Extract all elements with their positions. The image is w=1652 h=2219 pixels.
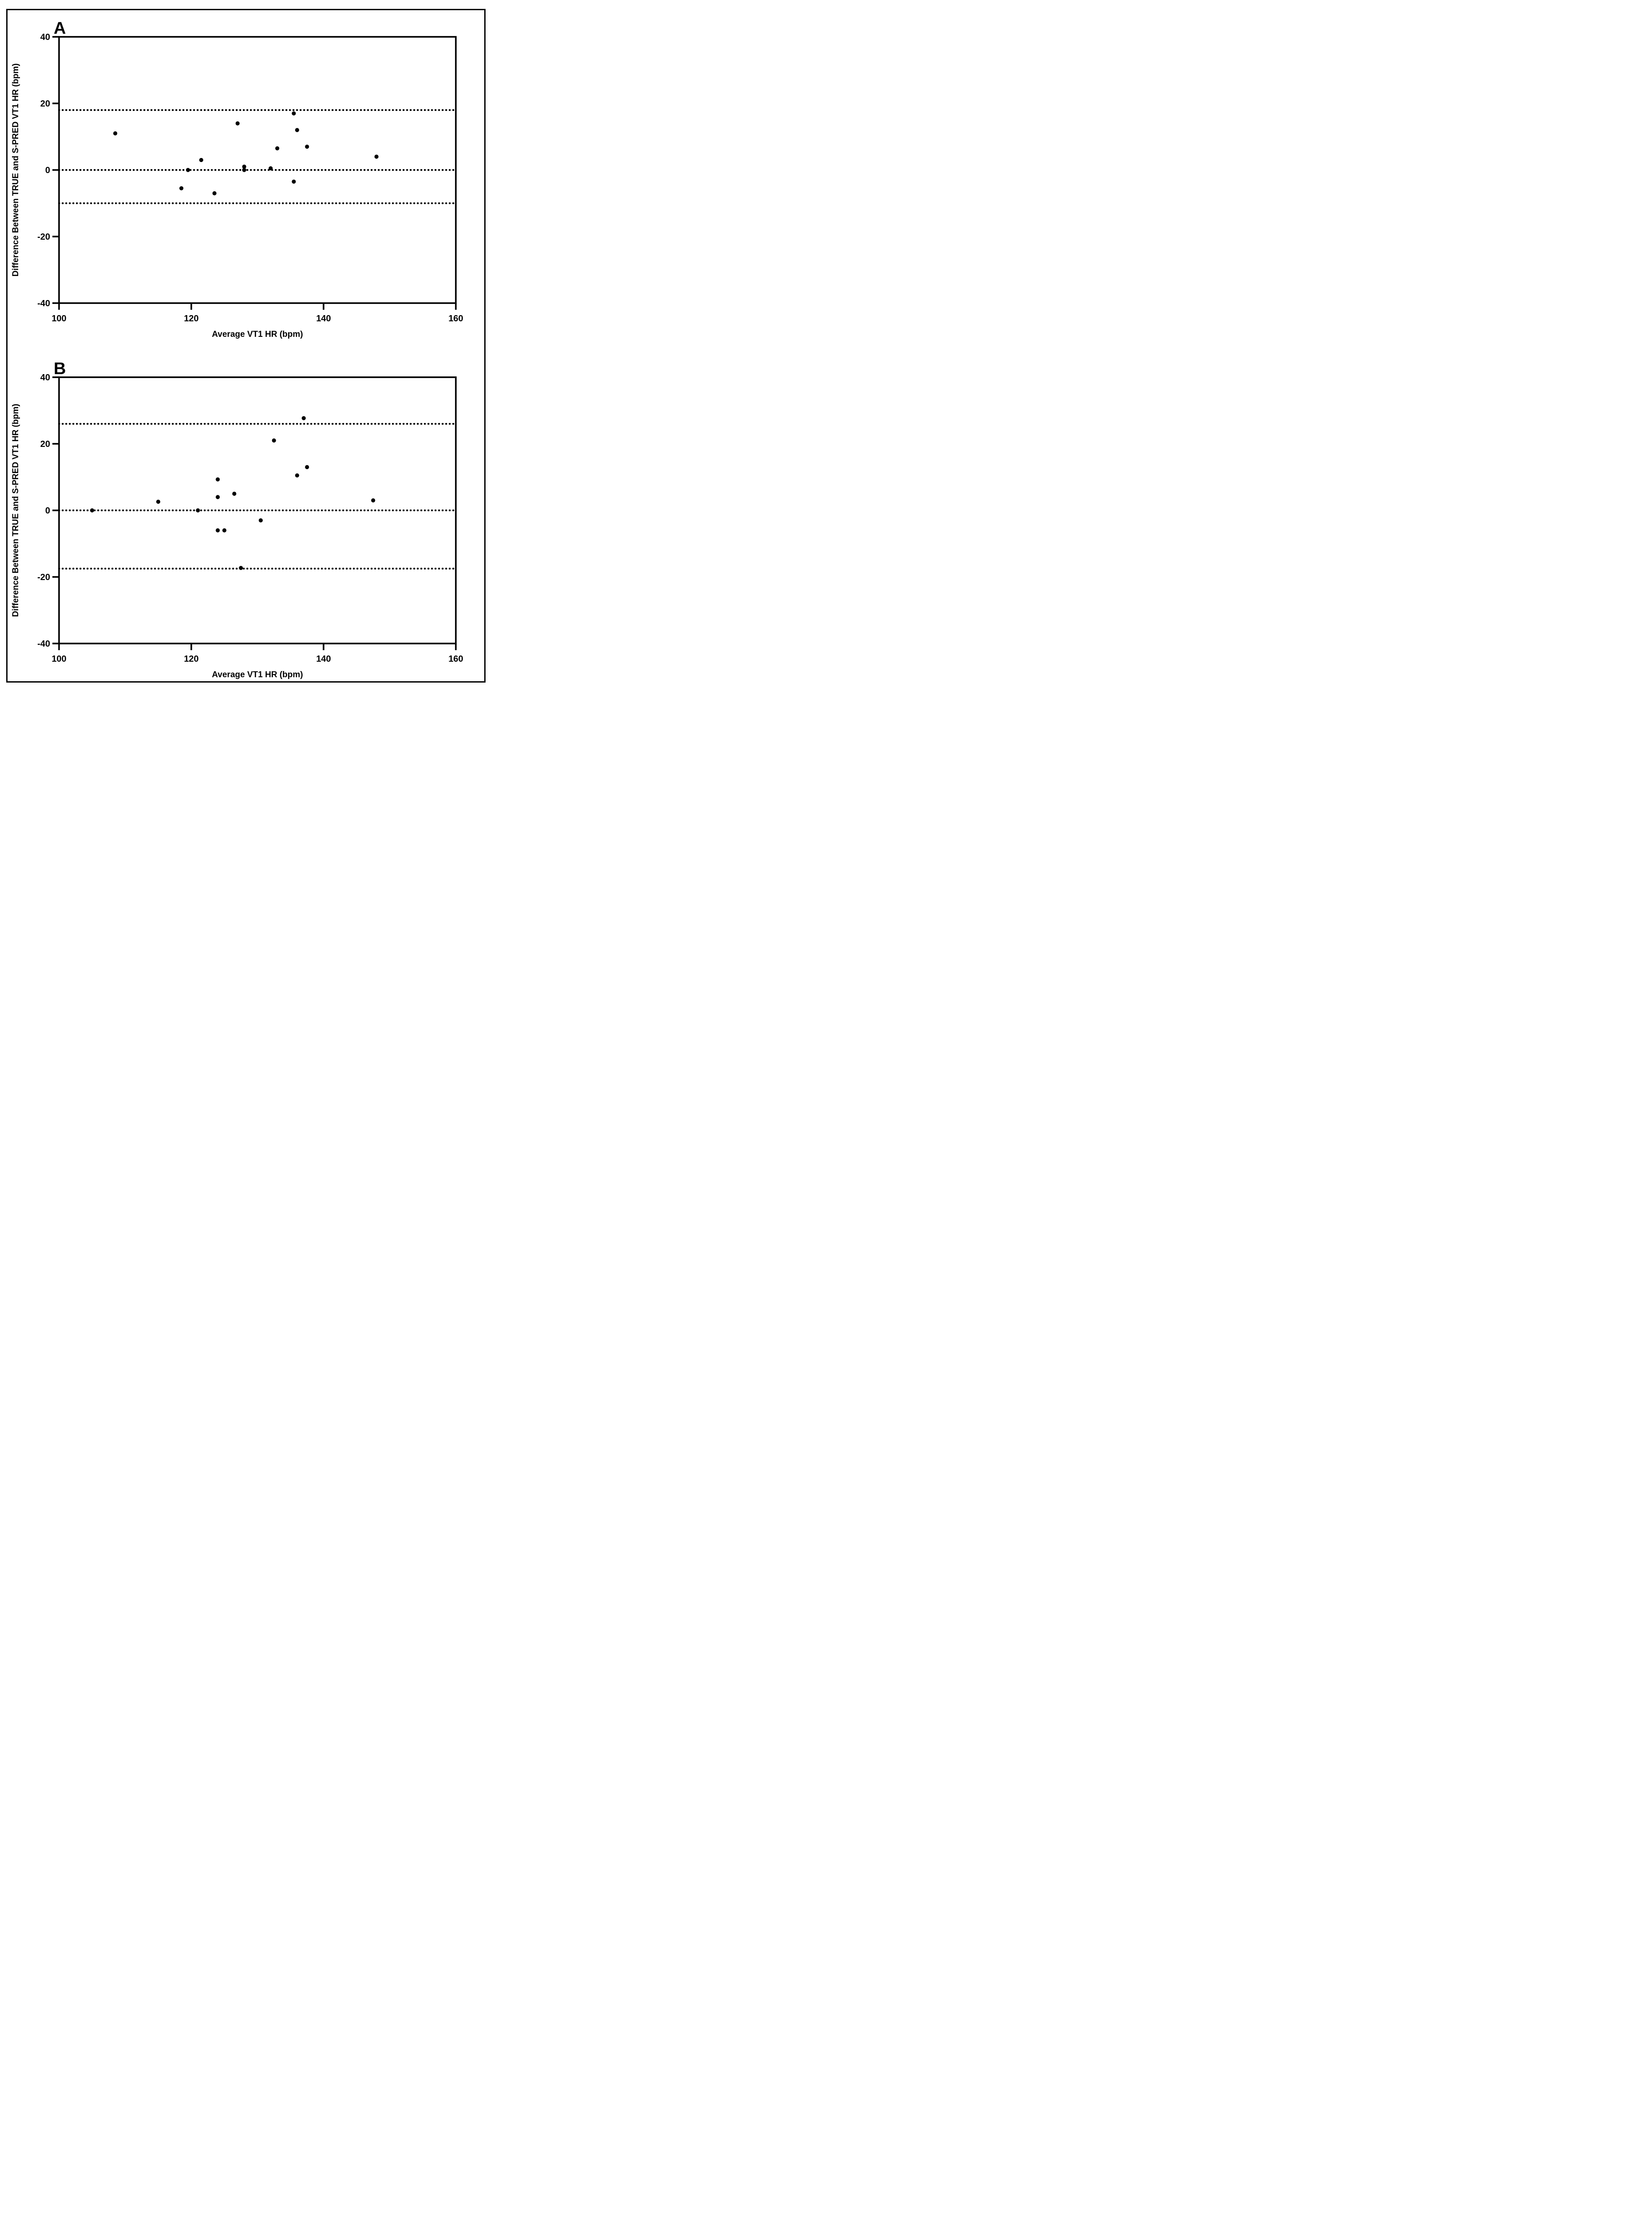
y-tick-label: 0 — [45, 506, 50, 516]
data-point — [292, 111, 296, 116]
y-tick-label: -40 — [37, 639, 50, 649]
x-axis-title: Average VT1 HR (bpm) — [212, 330, 303, 339]
y-tick-label: 0 — [45, 166, 50, 175]
data-point — [222, 528, 227, 533]
data-point — [242, 164, 246, 169]
data-point — [196, 508, 200, 513]
data-point — [269, 166, 273, 170]
data-point — [275, 146, 280, 150]
y-tick-label: 20 — [40, 439, 50, 449]
data-point — [216, 477, 220, 482]
figure-page: A 40 20 0 -20 -40 100 120 140 160 Average VT1 HR … — [0, 0, 495, 692]
data-point — [156, 499, 161, 504]
y-tick-label: -20 — [37, 573, 50, 582]
y-tick-label: 20 — [40, 99, 50, 109]
data-point — [305, 465, 309, 470]
data-point — [371, 498, 375, 503]
figure-border: A 40 20 0 -20 -40 100 120 140 160 Average VT1 HR … — [6, 9, 486, 683]
x-tick-label: 140 — [316, 654, 331, 664]
x-tick-label: 100 — [51, 314, 66, 324]
data-point — [258, 518, 263, 523]
data-point — [90, 508, 95, 513]
data-point — [295, 473, 300, 478]
data-point — [272, 438, 276, 443]
x-tick-label: 160 — [448, 314, 463, 324]
x-tick-label: 140 — [316, 314, 331, 324]
panel-b-label: B — [54, 359, 67, 378]
x-tick-label: 120 — [184, 654, 198, 664]
y-tick-label: 40 — [40, 373, 50, 383]
data-point — [179, 186, 184, 190]
data-point — [235, 121, 240, 126]
y-axis-title: Difference Between TRUE and S-PRED VT1 H… — [11, 404, 20, 617]
panel-a-label: A — [54, 19, 67, 38]
data-point — [216, 495, 220, 499]
x-axis-title: Average VT1 HR (bpm) — [212, 670, 303, 679]
x-tick-label: 160 — [448, 654, 463, 664]
panel-a: A 40 20 0 -20 -40 100 120 140 160 Average VT1 HR … — [8, 20, 484, 344]
x-tick-label: 100 — [51, 654, 66, 664]
data-point — [212, 191, 217, 196]
y-tick-label: -20 — [37, 232, 50, 242]
data-point — [113, 131, 118, 136]
data-point — [239, 566, 243, 570]
data-point — [292, 179, 296, 184]
data-point — [374, 154, 379, 159]
data-point — [301, 416, 306, 420]
data-point — [216, 528, 220, 533]
data-point — [242, 168, 246, 172]
data-point — [199, 158, 203, 162]
y-tick-label: 40 — [40, 32, 50, 42]
y-tick-label: -40 — [37, 299, 50, 308]
data-point — [295, 128, 300, 132]
data-point — [186, 168, 190, 172]
y-axis-title: Difference Between TRUE and S-PRED VT1 H… — [11, 63, 20, 276]
panel-b: B 40 20 0 -20 -40 100 120 140 160 Average VT1 HR … — [8, 360, 484, 684]
x-tick-label: 120 — [184, 314, 198, 324]
data-point — [232, 491, 237, 496]
data-point — [305, 144, 309, 149]
